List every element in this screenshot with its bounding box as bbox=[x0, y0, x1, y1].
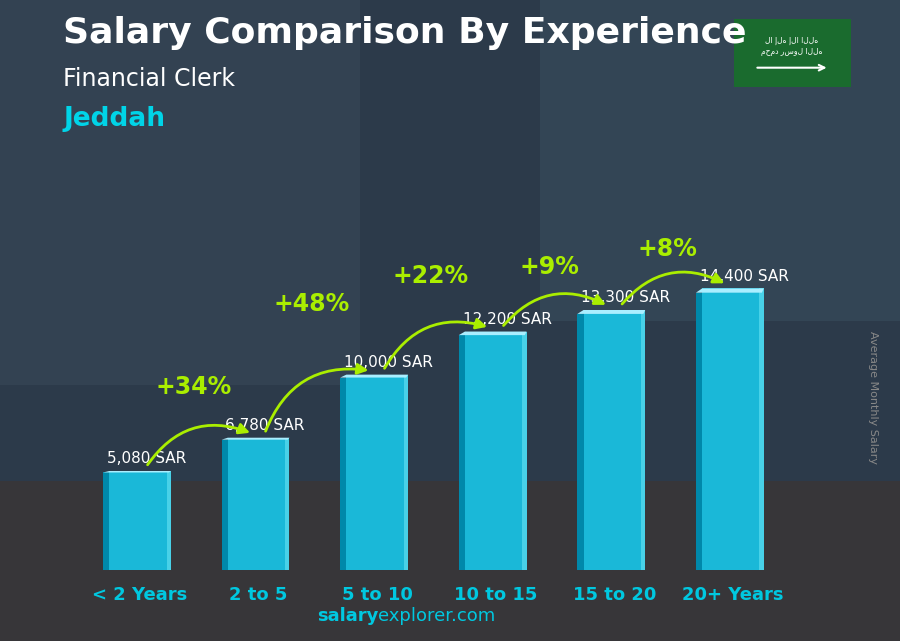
Text: 12,200 SAR: 12,200 SAR bbox=[463, 312, 552, 327]
Bar bbox=[0, 481, 900, 641]
Text: Financial Clerk: Financial Clerk bbox=[63, 67, 235, 91]
Bar bbox=[228, 438, 290, 570]
Bar bbox=[540, 0, 900, 320]
Text: 10 to 15: 10 to 15 bbox=[454, 586, 537, 604]
Bar bbox=[221, 440, 228, 570]
Text: +22%: +22% bbox=[392, 265, 469, 288]
Text: لا إله إلا الله: لا إله إلا الله bbox=[765, 37, 819, 46]
Polygon shape bbox=[578, 310, 645, 314]
Bar bbox=[696, 293, 702, 570]
Bar bbox=[465, 331, 526, 570]
Bar bbox=[760, 288, 764, 570]
Text: 6,780 SAR: 6,780 SAR bbox=[225, 418, 305, 433]
Text: < 2 Years: < 2 Years bbox=[93, 586, 188, 604]
Text: 15 to 20: 15 to 20 bbox=[572, 586, 656, 604]
Bar bbox=[404, 374, 408, 570]
Text: +8%: +8% bbox=[638, 237, 698, 261]
Polygon shape bbox=[104, 471, 171, 472]
Bar bbox=[578, 314, 583, 570]
Polygon shape bbox=[459, 331, 526, 335]
Polygon shape bbox=[340, 374, 408, 378]
Bar bbox=[702, 288, 764, 570]
Bar bbox=[340, 378, 346, 570]
Text: Jeddah: Jeddah bbox=[63, 106, 165, 132]
Text: 14,400 SAR: 14,400 SAR bbox=[699, 269, 788, 283]
Text: +34%: +34% bbox=[156, 374, 231, 399]
Text: 13,300 SAR: 13,300 SAR bbox=[581, 290, 670, 305]
Bar bbox=[346, 374, 408, 570]
Bar bbox=[641, 310, 645, 570]
Bar bbox=[459, 335, 465, 570]
Text: +9%: +9% bbox=[519, 254, 579, 279]
Text: 2 to 5: 2 to 5 bbox=[230, 586, 288, 604]
Bar bbox=[285, 438, 290, 570]
Text: 5,080 SAR: 5,080 SAR bbox=[107, 451, 186, 466]
Text: salary: salary bbox=[317, 607, 378, 625]
Text: 20+ Years: 20+ Years bbox=[682, 586, 784, 604]
Bar bbox=[166, 471, 171, 570]
Bar bbox=[0, 0, 360, 385]
Polygon shape bbox=[221, 438, 290, 440]
Bar bbox=[109, 471, 171, 570]
Text: explorer.com: explorer.com bbox=[378, 607, 495, 625]
Bar bbox=[522, 331, 526, 570]
Text: Salary Comparison By Experience: Salary Comparison By Experience bbox=[63, 16, 746, 50]
Text: +48%: +48% bbox=[274, 292, 350, 316]
Text: 10,000 SAR: 10,000 SAR bbox=[344, 354, 433, 370]
Text: محمد رسول الله: محمد رسول الله bbox=[761, 47, 823, 56]
Bar bbox=[583, 310, 645, 570]
Text: 5 to 10: 5 to 10 bbox=[342, 586, 413, 604]
Text: Average Monthly Salary: Average Monthly Salary bbox=[868, 331, 878, 464]
Polygon shape bbox=[696, 288, 764, 293]
Bar bbox=[104, 472, 109, 570]
